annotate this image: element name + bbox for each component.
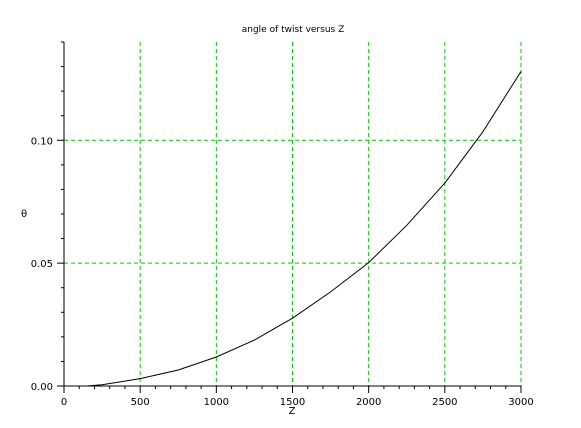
series — [87, 71, 521, 386]
x-axis-label: Z — [289, 406, 296, 417]
x-tick-label: 2000 — [356, 397, 381, 408]
y-axis-label: θ — [21, 209, 27, 220]
y-tick-label: 0.00 — [31, 382, 53, 393]
y-tick-label: 0.10 — [31, 136, 53, 147]
chart-title: angle of twist versus Z — [242, 25, 345, 35]
x-tick-label: 1000 — [204, 397, 229, 408]
x-tick-label: 3000 — [508, 397, 533, 408]
grid — [64, 42, 521, 386]
x-tick-label: 2500 — [432, 397, 457, 408]
x-tick-label: 500 — [131, 397, 150, 408]
y-tick-label: 0.05 — [31, 259, 53, 270]
series-line — [87, 71, 521, 386]
x-tick-label: 0 — [61, 397, 67, 408]
